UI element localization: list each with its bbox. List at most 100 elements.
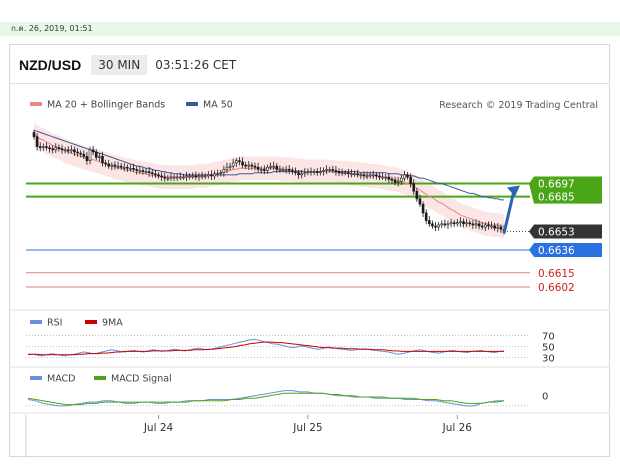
candle-body [452, 222, 456, 225]
candle-body [35, 136, 39, 147]
candle-body [247, 164, 251, 167]
candle-body [222, 169, 226, 173]
candle-body [119, 165, 123, 168]
candle-body [266, 166, 269, 171]
candle-body [278, 169, 282, 171]
candle-body [253, 165, 257, 168]
candle-body [178, 176, 182, 179]
candle-body [147, 171, 151, 173]
legend-swatch [30, 320, 42, 324]
macd-line [27, 390, 504, 407]
candle-body [166, 177, 170, 180]
candle-body [203, 175, 207, 178]
chart-panel: NZD/USD 30 MIN 03:51:26 CET MA 20 + Boll… [9, 44, 610, 457]
candle-body [110, 164, 114, 167]
candle-body [160, 175, 163, 178]
candle-body [216, 173, 219, 176]
candle-body [343, 172, 347, 174]
candle-body [219, 172, 223, 175]
candle-body [399, 177, 403, 182]
candle-body [66, 149, 70, 152]
candle-body [45, 146, 48, 148]
candle-body [340, 172, 344, 174]
candle-body [319, 171, 322, 173]
candle-body [172, 176, 176, 179]
candle-body [269, 165, 272, 168]
candle-body [294, 171, 297, 173]
candle-body [259, 169, 263, 171]
x-tick-label: Jul 24 [143, 422, 174, 434]
candle-body [465, 222, 468, 225]
candle-body [487, 224, 490, 227]
candle-body [144, 171, 148, 173]
candle-body [150, 172, 154, 175]
level-label: 0.6636 [538, 245, 575, 257]
candle-body [446, 223, 450, 226]
candle-body [185, 175, 188, 178]
candle-body [60, 148, 64, 151]
candle-body [424, 212, 428, 221]
projection-arrow [502, 190, 516, 234]
candle-body [91, 149, 95, 153]
level-label: 0.6615 [538, 268, 575, 280]
macd-tick: 0 [542, 392, 548, 403]
candle-body [32, 132, 36, 138]
credit-text: Research © 2019 Trading Central [439, 100, 598, 111]
candle-body [51, 148, 54, 151]
candle-body [371, 174, 375, 177]
candle-body [312, 171, 316, 173]
candle-body [471, 223, 475, 226]
candle-body [418, 198, 422, 205]
legend-label: MACD [47, 374, 75, 385]
legend-label: MA 50 [203, 100, 233, 111]
candle-body [331, 169, 335, 171]
candle-body [228, 165, 232, 168]
candle-body [141, 170, 145, 172]
candle-body [499, 226, 503, 230]
clock-text: 03:51:26 CET [155, 58, 237, 72]
candle-body [434, 225, 437, 228]
header-divider [10, 83, 609, 84]
candle-body [440, 223, 444, 226]
candle-body [113, 164, 117, 167]
candle-body [73, 149, 76, 153]
candle-body [48, 147, 51, 150]
candle-body [325, 169, 328, 171]
candle-body [291, 170, 294, 172]
candle-body [490, 225, 493, 228]
candle-body [126, 166, 129, 169]
candle-body [194, 175, 198, 178]
date-text: ก.ค. 26, 2019, 01:51 [11, 24, 93, 33]
rsi-ma-line [28, 341, 504, 356]
candle-body [132, 168, 135, 170]
candle-body [456, 222, 459, 225]
candle-body [309, 171, 313, 173]
candle-body [480, 225, 484, 228]
level-label: 0.6602 [538, 282, 575, 294]
candle-body [138, 170, 142, 172]
candle-body [387, 176, 391, 180]
candle-body [284, 169, 288, 171]
ma50-line [33, 129, 504, 201]
candle-body [496, 226, 500, 229]
chart-svg: MA 20 + Bollinger Bands MA 50 RSI 9MA MACD MA… [10, 100, 609, 457]
x-tick-label: Jul 26 [442, 422, 473, 434]
candle-body [459, 221, 462, 224]
candle-body [421, 203, 425, 214]
macd-pane: 0 [26, 390, 548, 407]
candle-body [79, 152, 82, 155]
candle-body [116, 165, 120, 168]
candle-body [347, 172, 350, 175]
candle-body [353, 173, 356, 176]
candle-body [356, 173, 360, 176]
candle-body [287, 169, 291, 171]
candle-body [101, 156, 104, 164]
candle-body [477, 223, 481, 227]
candle-body [474, 223, 478, 226]
candle-body [197, 175, 201, 178]
candle-body [54, 147, 58, 151]
timeframe-badge[interactable]: 30 MIN [91, 55, 148, 75]
legend-label: 9MA [102, 318, 123, 329]
